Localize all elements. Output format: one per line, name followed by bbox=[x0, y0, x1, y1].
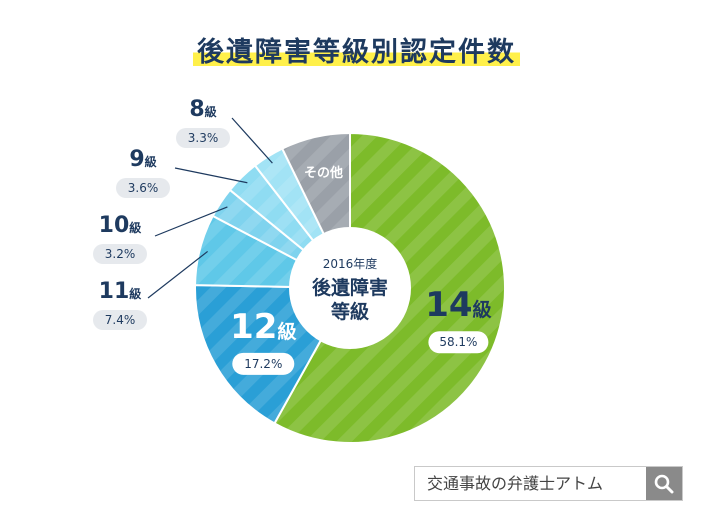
leader-lines bbox=[147, 117, 273, 299]
label-1: 12級 bbox=[230, 307, 296, 347]
leader-4 bbox=[174, 167, 248, 184]
label-other: その他 bbox=[304, 165, 343, 181]
search-button[interactable] bbox=[646, 467, 682, 500]
label-1-percent: 17.2% bbox=[244, 357, 282, 371]
label-0: 14級 bbox=[425, 285, 491, 325]
label-2-pill bbox=[93, 310, 147, 330]
label-2: 11級 bbox=[99, 279, 142, 304]
label-3-percent: 3.2% bbox=[105, 247, 136, 261]
slice-labels: 14級 58.1% 12級 17.2% その他 11級 7.4% 10級 3.2% 9級 3.6% 8… bbox=[93, 97, 492, 375]
search-text: 交通事故の弁護士アトム bbox=[427, 474, 604, 493]
label-5-pill bbox=[176, 128, 230, 148]
label-4-pill bbox=[116, 178, 170, 198]
label-3: 10級 bbox=[99, 213, 142, 238]
chart-title: 後遺障害等級別認定件数 bbox=[193, 30, 520, 69]
title-wrap: 後遺障害等級別認定件数 bbox=[0, 30, 713, 69]
leader-3 bbox=[154, 206, 228, 237]
label-1-pill bbox=[232, 352, 295, 375]
label-3-pill bbox=[93, 244, 147, 264]
label-5-percent: 3.3% bbox=[188, 131, 219, 145]
center-year: 2016年度 bbox=[323, 256, 378, 271]
search-icon bbox=[654, 474, 674, 493]
label-2-percent: 7.4% bbox=[105, 313, 136, 327]
center-line2: 等級 bbox=[330, 300, 369, 323]
leader-2 bbox=[147, 250, 208, 299]
center-line1: 後遺障害 bbox=[312, 276, 388, 299]
label-0-pill bbox=[428, 331, 489, 354]
leader-5 bbox=[231, 117, 273, 164]
label-4: 9級 bbox=[129, 147, 156, 172]
label-0-percent: 58.1% bbox=[439, 335, 477, 349]
donut-center bbox=[289, 227, 411, 349]
label-4-percent: 3.6% bbox=[128, 181, 159, 195]
label-5: 8級 bbox=[189, 97, 216, 122]
search-bar[interactable]: 交通事故の弁護士アトム bbox=[414, 466, 683, 501]
